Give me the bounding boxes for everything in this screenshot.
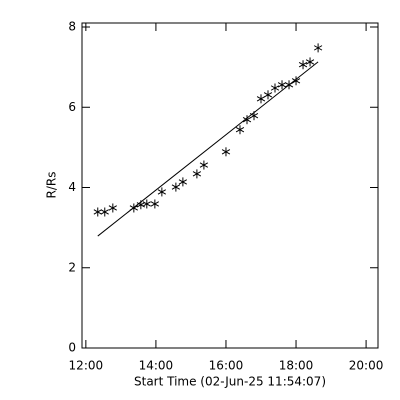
x-tick-label: 12:00 bbox=[69, 359, 104, 373]
x-tick-label: 18:00 bbox=[279, 359, 314, 373]
x-tick-label: 16:00 bbox=[209, 359, 244, 373]
data-point bbox=[108, 203, 117, 213]
x-axis-label: Start Time (02-Jun-25 11:54:07) bbox=[134, 375, 326, 389]
plot-frame bbox=[81, 22, 379, 349]
data-point bbox=[242, 115, 252, 125]
asterisk-stroke bbox=[192, 171, 202, 177]
y-tick-label: 4 bbox=[68, 180, 76, 194]
data-point bbox=[270, 83, 280, 93]
asterisk-stroke bbox=[142, 201, 151, 207]
asterisk-stroke bbox=[178, 179, 188, 185]
asterisk-stroke bbox=[157, 189, 167, 195]
asterisk-stroke bbox=[305, 59, 315, 65]
asterisk-stroke bbox=[298, 62, 308, 68]
data-point bbox=[199, 160, 209, 170]
y-tick-label: 6 bbox=[68, 100, 76, 114]
data-point bbox=[305, 57, 315, 67]
asterisk-stroke bbox=[136, 202, 145, 208]
asterisk-stroke bbox=[108, 205, 117, 211]
y-tick-label: 8 bbox=[68, 20, 76, 34]
x-tick-label: 20:00 bbox=[349, 359, 384, 373]
asterisk-stroke bbox=[150, 201, 160, 207]
data-point bbox=[100, 207, 109, 217]
data-point bbox=[157, 187, 167, 197]
data-point bbox=[313, 43, 323, 53]
asterisk-stroke bbox=[199, 162, 209, 168]
asterisk-stroke bbox=[277, 82, 287, 88]
y-axis-label: R/Rs bbox=[45, 172, 59, 199]
data-point bbox=[256, 94, 266, 104]
x-tick-label: 14:00 bbox=[139, 359, 174, 373]
asterisk-stroke bbox=[313, 45, 323, 51]
asterisk-stroke bbox=[249, 113, 259, 119]
data-point bbox=[142, 199, 151, 209]
y-tick-label: 0 bbox=[68, 341, 76, 355]
data-point bbox=[235, 125, 245, 135]
asterisk-stroke bbox=[100, 209, 109, 215]
asterisk-stroke bbox=[221, 149, 231, 155]
asterisk-stroke bbox=[171, 184, 181, 190]
asterisk-stroke bbox=[270, 85, 280, 91]
asterisk-stroke bbox=[256, 96, 266, 102]
data-point bbox=[150, 199, 160, 209]
data-point bbox=[192, 169, 202, 179]
fit-line bbox=[97, 61, 319, 237]
asterisk-stroke bbox=[235, 127, 245, 133]
data-point bbox=[221, 147, 231, 157]
data-point bbox=[298, 60, 308, 70]
asterisk-stroke bbox=[291, 78, 301, 84]
data-point bbox=[171, 182, 181, 192]
data-point bbox=[93, 207, 102, 217]
asterisk-stroke bbox=[242, 117, 252, 123]
data-point bbox=[178, 177, 188, 187]
data-point bbox=[263, 90, 273, 100]
asterisk-stroke bbox=[263, 92, 273, 98]
asterisk-stroke bbox=[93, 209, 102, 215]
data-point bbox=[277, 80, 287, 90]
data-point bbox=[291, 76, 301, 86]
y-tick-label: 2 bbox=[68, 260, 76, 274]
